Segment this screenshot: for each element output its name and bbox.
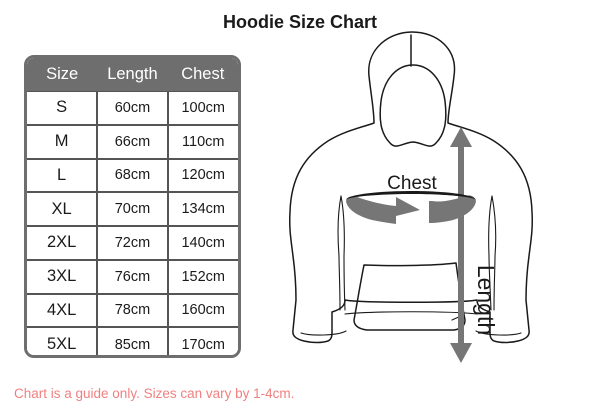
svg-text:Length: Length: [473, 265, 499, 335]
svg-text:Chest: Chest: [387, 173, 437, 194]
